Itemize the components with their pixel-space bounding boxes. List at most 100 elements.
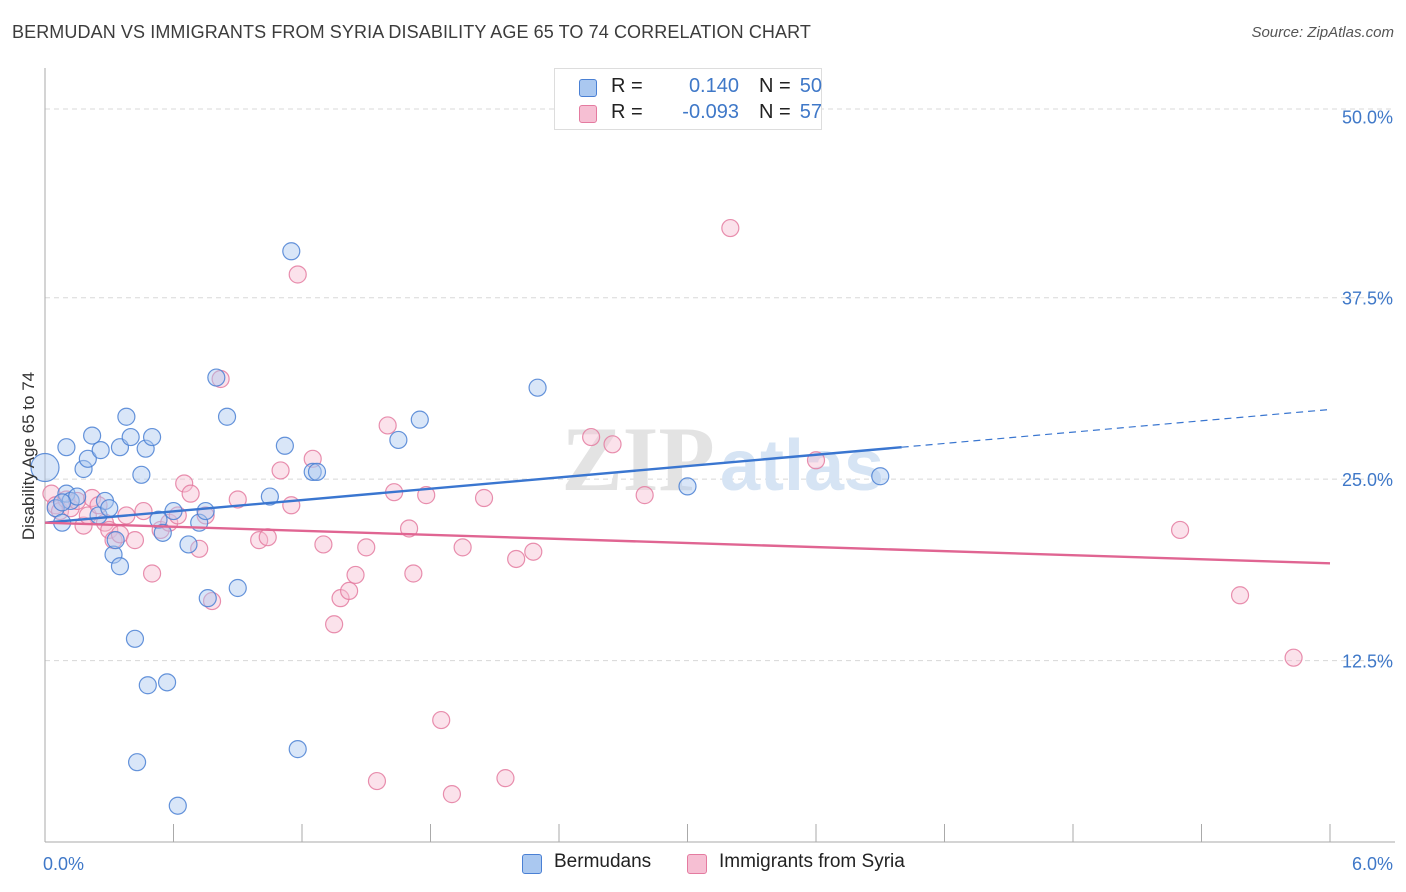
- watermark-zip: ZIP: [561, 408, 714, 510]
- data-point: [136, 439, 155, 458]
- blue-swatch-icon: [579, 79, 597, 97]
- data-point: [196, 501, 215, 521]
- data-point: [346, 565, 365, 585]
- data-point: [30, 452, 60, 483]
- data-point: [260, 487, 279, 506]
- data-point: [138, 676, 157, 695]
- data-point: [367, 771, 387, 791]
- data-point: [153, 523, 172, 542]
- data-point: [121, 427, 140, 447]
- r-value: -0.093: [682, 101, 739, 123]
- data-point: [340, 581, 359, 601]
- data-point: [196, 506, 215, 525]
- data-point: [507, 549, 526, 569]
- data-point: [453, 538, 472, 557]
- chart-source: Source: ZipAtlas.com: [1251, 24, 1394, 41]
- data-point: [207, 368, 226, 387]
- data-point: [53, 493, 72, 512]
- data-point: [132, 465, 151, 484]
- data-point: [603, 435, 622, 454]
- data-point: [168, 796, 187, 815]
- data-point: [325, 615, 344, 634]
- data-point: [1230, 586, 1250, 605]
- data-point: [217, 407, 237, 426]
- x-tick-label: 6.0%: [1352, 854, 1393, 874]
- data-point: [357, 538, 376, 557]
- data-point: [288, 265, 307, 284]
- trendline-blue: [44, 446, 902, 524]
- data-point: [282, 242, 301, 261]
- trendline-pink: [44, 521, 1331, 565]
- data-point: [157, 673, 177, 692]
- data-point: [127, 753, 147, 772]
- axes-layer: [44, 68, 1395, 843]
- series-immigrants-from-syria: [42, 218, 1303, 804]
- data-point: [179, 535, 198, 554]
- blue-swatch-icon: [522, 854, 542, 874]
- data-point: [303, 462, 322, 481]
- legend-label: Bermudans: [554, 851, 652, 872]
- trendlines: [44, 408, 1331, 565]
- data-point: [582, 427, 601, 447]
- watermark-atlas: atlas: [720, 426, 884, 506]
- data-point: [404, 564, 423, 583]
- n-label: N =: [759, 101, 791, 123]
- data-point: [678, 477, 697, 496]
- legend-label: Immigrants from Syria: [719, 851, 905, 872]
- data-point: [275, 436, 294, 455]
- data-point: [57, 438, 76, 457]
- data-point: [528, 378, 547, 397]
- trendline-extension-blue: [901, 408, 1331, 448]
- r-value: 0.140: [688, 75, 739, 97]
- y-tick-label: 25.0%: [1342, 470, 1393, 490]
- data-point: [524, 542, 543, 561]
- data-point: [106, 531, 125, 550]
- r-label: R =: [611, 101, 643, 123]
- data-point: [496, 769, 515, 788]
- data-point: [417, 486, 436, 505]
- y-tick-label: 37.5%: [1342, 289, 1393, 309]
- pink-swatch-icon: [687, 854, 707, 874]
- data-point: [474, 488, 494, 508]
- data-point: [871, 467, 890, 486]
- data-point: [125, 629, 145, 648]
- data-point: [104, 545, 123, 564]
- correlation-stats-box: R = 0.140 N = 50 R = -0.093 N = 57: [554, 68, 822, 130]
- data-point: [410, 410, 429, 429]
- data-point: [83, 426, 102, 445]
- n-value: 57: [799, 101, 822, 123]
- data-point: [389, 430, 408, 450]
- data-point: [142, 564, 162, 583]
- data-point: [432, 710, 451, 730]
- chart-legend: Bermudans Immigrants from Syria: [0, 851, 1406, 879]
- watermark: ZIP atlas: [561, 408, 884, 510]
- data-point: [134, 501, 153, 521]
- chart-title: BERMUDAN VS IMMIGRANTS FROM SYRIA DISABI…: [12, 22, 812, 42]
- y-tick-label: 12.5%: [1342, 652, 1393, 672]
- data-point: [271, 461, 290, 480]
- data-point: [1170, 520, 1190, 540]
- data-point: [117, 407, 136, 426]
- data-point: [190, 539, 209, 558]
- data-point: [198, 589, 217, 608]
- data-point: [181, 484, 200, 503]
- data-point: [74, 516, 93, 535]
- data-point: [142, 427, 162, 447]
- x-tick-label: 0.0%: [43, 854, 84, 874]
- data-point: [635, 486, 654, 505]
- data-point: [399, 519, 419, 538]
- data-point: [721, 218, 740, 238]
- data-point: [228, 578, 247, 598]
- data-point: [442, 785, 462, 804]
- data-point: [110, 557, 130, 576]
- data-point: [68, 491, 87, 511]
- data-point: [307, 462, 327, 481]
- data-point: [78, 449, 97, 468]
- data-point: [228, 490, 247, 509]
- y-tick-label: 50.0%: [1342, 107, 1393, 127]
- data-point: [378, 416, 397, 435]
- data-point: [175, 474, 194, 493]
- data-point: [314, 535, 333, 554]
- data-point: [288, 740, 307, 759]
- pink-swatch-icon: [579, 105, 597, 123]
